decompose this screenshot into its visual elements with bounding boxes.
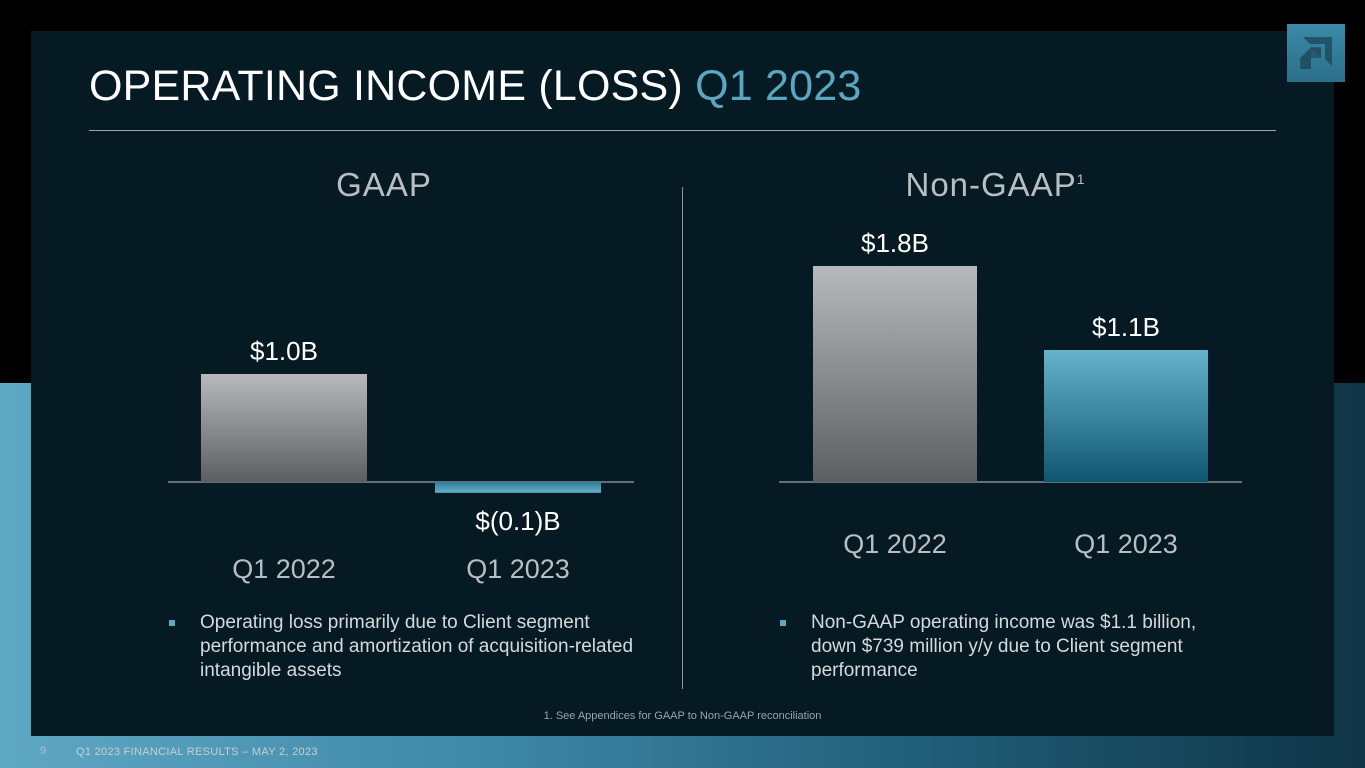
nongaap-section-title: Non-GAAP1	[880, 166, 1110, 204]
title-accent: Q1 2023	[695, 62, 862, 110]
gaap-bullet: Operating loss primarily due to Client s…	[169, 611, 640, 683]
bullet-square-icon	[169, 620, 175, 626]
footnote: 1. See Appendices for GAAP to Non-GAAP r…	[543, 710, 822, 722]
amd-logo	[1287, 24, 1345, 82]
nongaap-data-label-2: $1.1B	[1092, 312, 1160, 342]
footer-text: Q1 2023 FINANCIAL RESULTS – MAY 2, 2023	[76, 746, 318, 758]
page-title: OPERATING INCOME (LOSS) Q1 2023	[89, 62, 861, 111]
nongaap-bullet: Non-GAAP operating income was $1.1 billi…	[780, 611, 1231, 683]
nongaap-bar-2	[1044, 350, 1208, 482]
nongaap-footnote-ref: 1	[1076, 171, 1085, 187]
gaap-section-title: GAAP	[284, 166, 484, 204]
gaap-title-text: GAAP	[336, 166, 432, 203]
title-rule	[89, 130, 1276, 131]
gaap-chart: $1.0B Q1 2022 $(0.1)B Q1 2023	[168, 336, 634, 584]
nongaap-chart: $1.8B Q1 2022 $1.1B Q1 2023	[779, 228, 1242, 559]
nongaap-category-label-2: Q1 2023	[1074, 529, 1178, 559]
gaap-data-label-1: $1.0B	[250, 336, 318, 366]
gaap-category-label-2: Q1 2023	[466, 554, 570, 584]
bullet-square-icon	[780, 620, 786, 626]
nongaap-title-text: Non-GAAP	[905, 166, 1077, 203]
gaap-data-label-2: $(0.1)B	[475, 506, 560, 536]
title-main: OPERATING INCOME (LOSS)	[89, 62, 683, 110]
gaap-category-label-1: Q1 2022	[232, 554, 336, 584]
page-number: 9	[40, 745, 47, 757]
nongaap-bullet-text: Non-GAAP operating income was $1.1 billi…	[811, 612, 1197, 681]
section-divider	[682, 187, 683, 689]
gaap-bullet-text: Operating loss primarily due to Client s…	[200, 612, 634, 681]
nongaap-category-label-1: Q1 2022	[843, 529, 947, 559]
gaap-bar-1	[201, 374, 367, 482]
nongaap-data-label-1: $1.8B	[861, 228, 929, 258]
gaap-bar-2	[435, 482, 601, 493]
nongaap-bar-1	[813, 266, 977, 482]
amd-arrow-logo-icon	[1300, 37, 1332, 69]
